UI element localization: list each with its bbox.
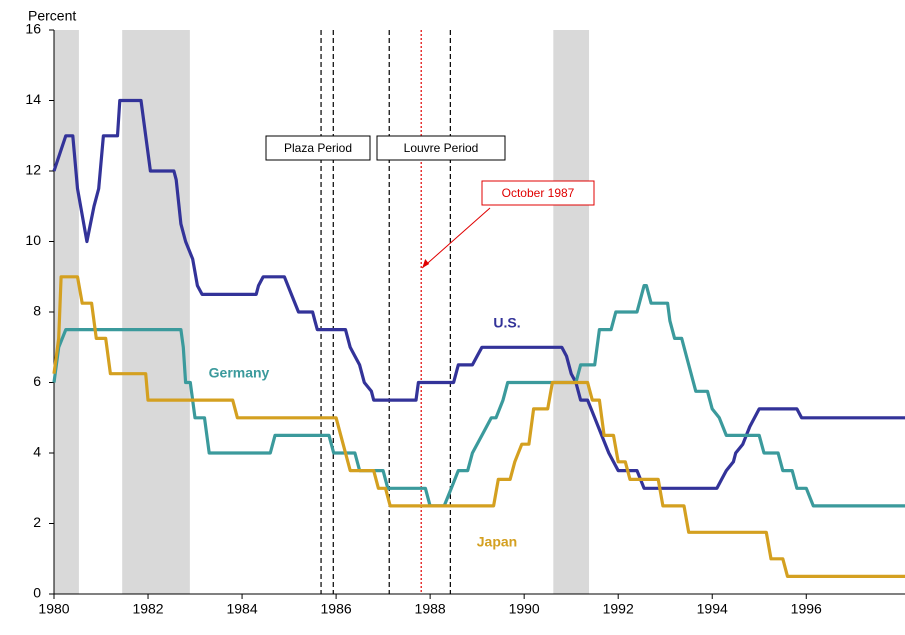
x-tick-label: 1990	[509, 601, 540, 617]
annotation-text: Louvre Period	[404, 141, 479, 155]
recession-shade	[54, 30, 79, 594]
y-tick-label: 2	[33, 514, 41, 530]
recession-shade	[122, 30, 190, 594]
x-tick-label: 1980	[38, 601, 69, 617]
series-line	[52, 275, 905, 578]
y-tick-label: 6	[33, 373, 41, 389]
y-tick-label: 0	[33, 585, 41, 601]
y-axis-label: Percent	[28, 8, 76, 24]
series-line	[52, 98, 905, 490]
y-tick-label: 14	[25, 91, 41, 107]
annotation-text: October 1987	[502, 186, 575, 200]
annotation-arrowhead	[422, 259, 430, 268]
y-tick-label: 12	[25, 162, 41, 178]
annotation-box	[481, 180, 595, 206]
series-line	[52, 284, 905, 508]
y-tick-label: 8	[33, 303, 41, 319]
series-label: Japan	[477, 534, 517, 550]
x-tick-label: 1992	[603, 601, 634, 617]
recession-shade	[553, 30, 590, 594]
x-tick-label: 1988	[415, 601, 446, 617]
series-label: Germany	[209, 365, 270, 381]
series-label: U.S.	[493, 315, 520, 331]
y-tick-label: 4	[33, 444, 41, 460]
x-tick-label: 1984	[226, 601, 257, 617]
x-tick-label: 1982	[132, 601, 163, 617]
annotation-arrow	[421, 207, 491, 269]
x-tick-label: 1986	[321, 601, 352, 617]
x-tick-label: 1996	[791, 601, 822, 617]
y-tick-label: 10	[25, 232, 41, 248]
annotation-box	[376, 135, 506, 161]
y-tick-label: 16	[25, 21, 41, 37]
x-tick-label: 1994	[697, 601, 728, 617]
annotation-box	[265, 135, 371, 161]
annotation-text: Plaza Period	[284, 141, 352, 155]
